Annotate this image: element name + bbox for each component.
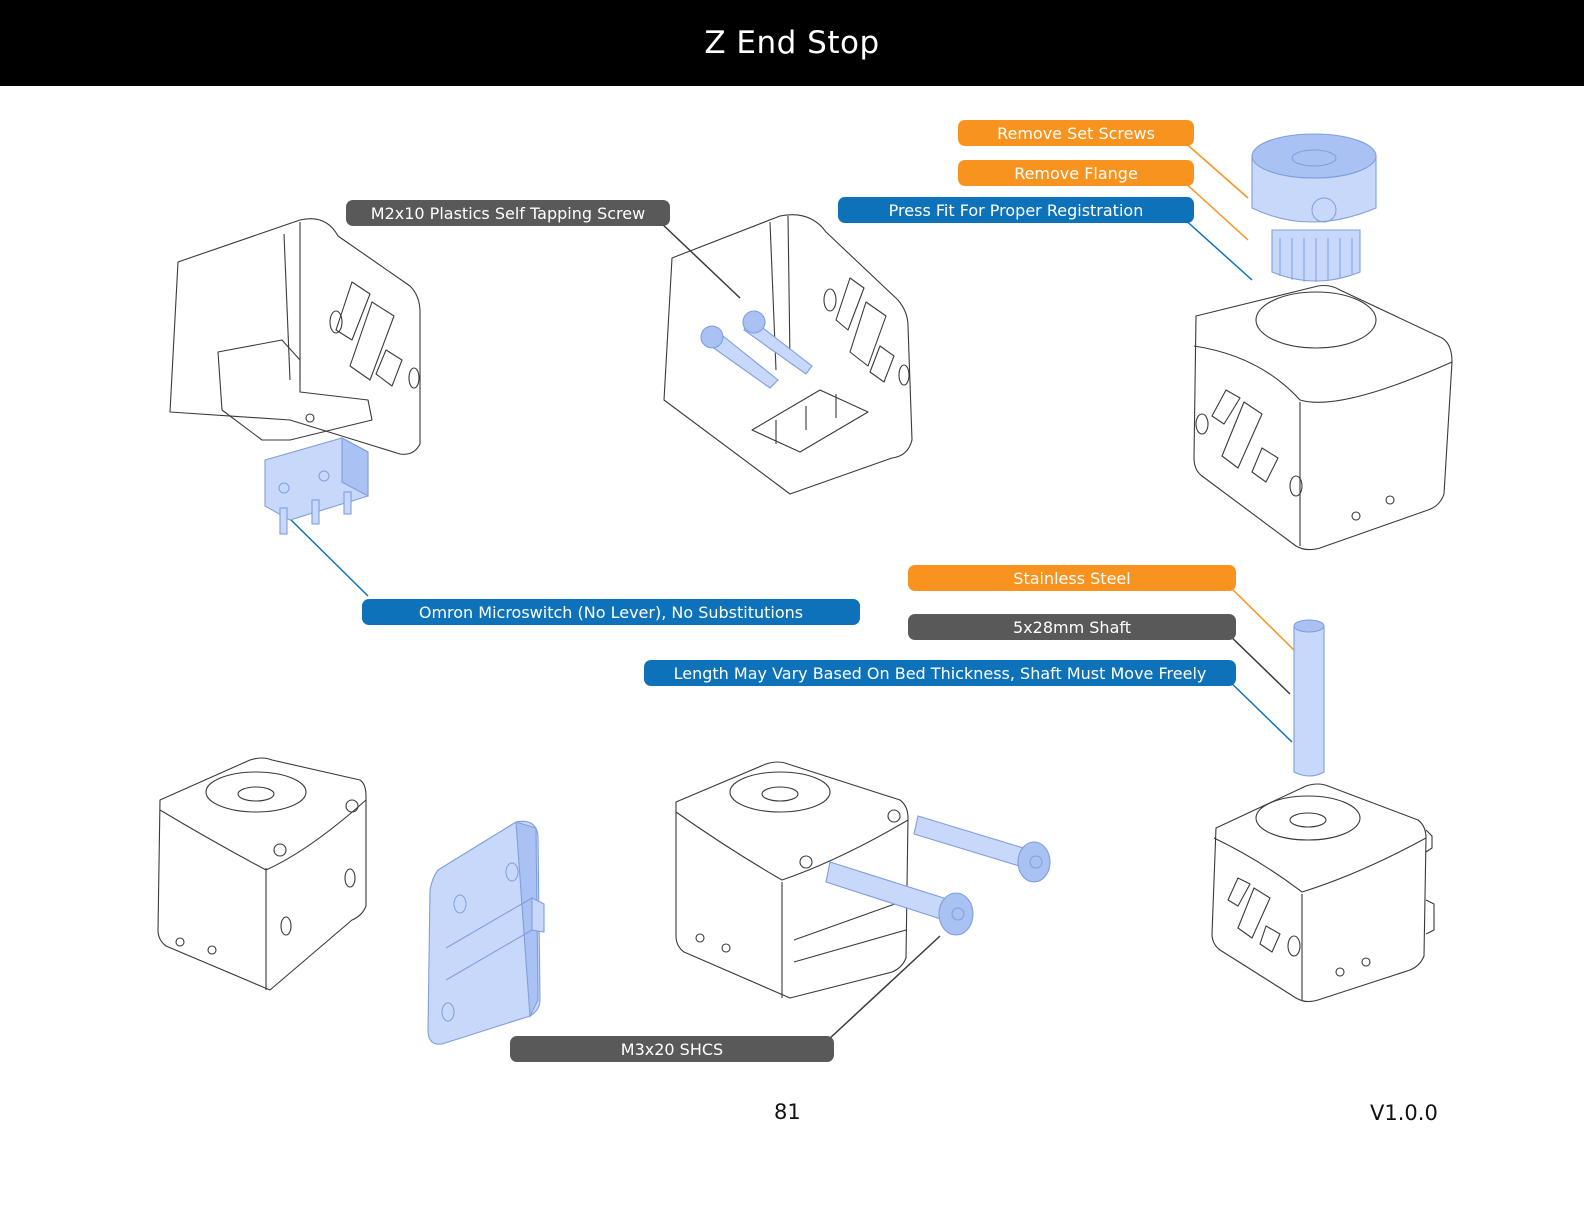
callout-stainless-steel: Stainless Steel <box>908 565 1236 591</box>
callout-length-note: Length May Vary Based On Bed Thickness, … <box>644 660 1236 686</box>
housing-microswitch-view <box>169 218 421 535</box>
leader-set-screws <box>1181 139 1249 199</box>
leader-m3-shcs <box>827 935 941 1041</box>
version-label: V1.0.0 <box>1370 1101 1438 1125</box>
callout-text: 5x28mm Shaft <box>1013 617 1131 637</box>
leader-m2-screw <box>659 221 741 299</box>
callout-remove-flange: Remove Flange <box>958 160 1194 186</box>
callout-remove-set-screws: Remove Set Screws <box>958 120 1194 146</box>
callout-text: Remove Flange <box>1014 163 1138 183</box>
leader-flange <box>1181 179 1249 241</box>
page-title: Z End Stop <box>704 25 880 61</box>
leader-shaft <box>1223 629 1291 695</box>
leader-microswitch <box>285 514 369 597</box>
callout-text: Length May Vary Based On Bed Thickness, … <box>673 663 1207 683</box>
callout-microswitch: Omron Microswitch (No Lever), No Substit… <box>362 599 860 625</box>
callout-text: Remove Set Screws <box>997 123 1155 143</box>
callout-m2-screw: M2x10 Plastics Self Tapping Screw <box>346 200 670 226</box>
callout-text: M3x20 SHCS <box>620 1039 724 1059</box>
leader-press-fit <box>1181 216 1253 281</box>
housing-shaft-view <box>1211 619 1435 1003</box>
housing-pulley-view <box>1193 133 1453 551</box>
leader-stainless <box>1223 580 1297 653</box>
callout-text: Press Fit For Proper Registration <box>888 200 1144 220</box>
callout-press-fit: Press Fit For Proper Registration <box>838 197 1194 223</box>
leader-lines <box>285 139 1297 1041</box>
callout-m3-shcs: M3x20 SHCS <box>510 1036 834 1062</box>
housing-m3-screws-view <box>675 761 1051 999</box>
callout-text: Stainless Steel <box>1013 568 1131 588</box>
leader-length <box>1223 675 1293 743</box>
page-number: 81 <box>774 1100 801 1124</box>
page-header: Z End Stop <box>0 0 1584 86</box>
housing-m2-screws-view <box>663 214 913 495</box>
callout-shaft: 5x28mm Shaft <box>908 614 1236 640</box>
housing-plate-view <box>157 757 545 1045</box>
callout-text: M2x10 Plastics Self Tapping Screw <box>370 203 646 223</box>
callout-text: Omron Microswitch (No Lever), No Substit… <box>418 602 804 622</box>
